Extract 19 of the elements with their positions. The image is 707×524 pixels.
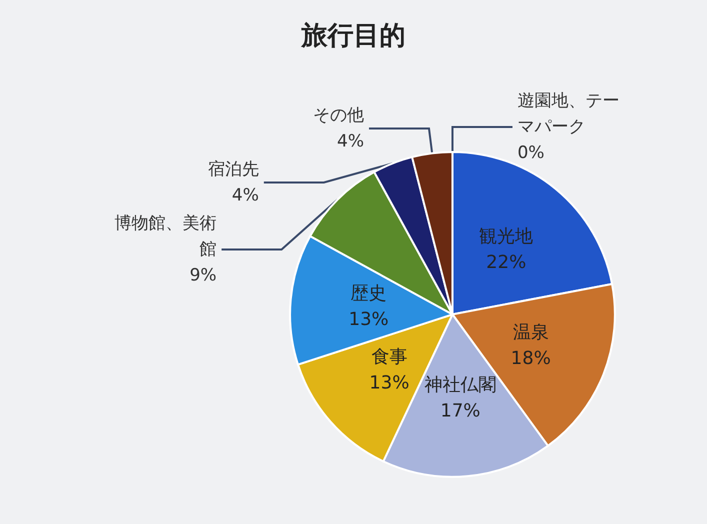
slice-label: 観光地 [479, 226, 534, 248]
data-label: 4% [337, 131, 364, 152]
slice-label: 歴史 [350, 282, 387, 304]
text: 0% [517, 142, 544, 163]
data-label: 4% [232, 185, 259, 206]
slice-label: 神社仏閣 [424, 374, 496, 396]
data-label: 13% [369, 372, 410, 394]
slice-label: 食事 [371, 346, 408, 368]
data-label: 22% [486, 252, 526, 274]
slice-label: 博物館、美術館 [114, 213, 217, 260]
slice-label: 宿泊先 [208, 159, 259, 180]
data-label: 17% [440, 400, 480, 422]
chart-title: 旅行目的 [300, 21, 406, 51]
data-label: 13% [348, 308, 389, 330]
data-label: 18% [510, 348, 551, 369]
category-label: 遊園地、テーマパーク [517, 90, 620, 137]
data-label: 9% [190, 265, 217, 286]
slice-label: その他 [312, 105, 364, 126]
slice-label: 温泉 [512, 322, 549, 343]
